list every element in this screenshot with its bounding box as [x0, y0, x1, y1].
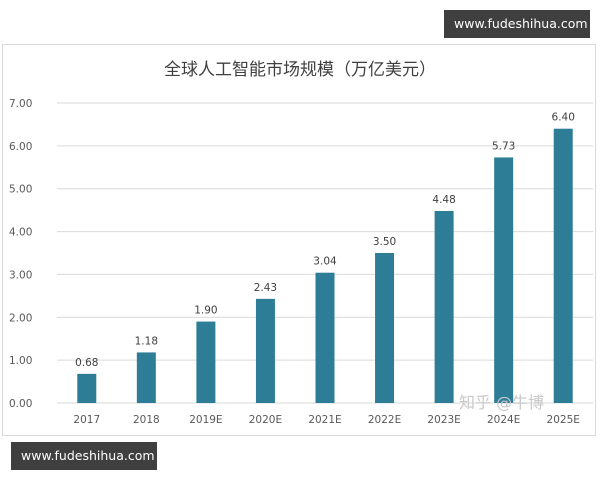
bar: [434, 211, 454, 403]
data-label: 3.04: [313, 256, 337, 268]
data-label: 2.43: [254, 282, 277, 294]
x-tick-label: 2023E: [427, 414, 460, 426]
bar: [375, 253, 395, 403]
data-label: 1.18: [135, 335, 158, 347]
x-tick-label: 2025E: [547, 414, 580, 426]
x-tick-label: 2022E: [368, 414, 401, 426]
y-tick-label: 7.00: [9, 98, 32, 110]
data-label: 6.40: [552, 112, 575, 124]
data-label: 4.48: [432, 194, 455, 206]
bar: [553, 128, 573, 403]
bar: [196, 321, 216, 403]
y-tick-label: 3.00: [9, 269, 32, 281]
x-tick-label: 2017: [73, 414, 100, 426]
chart-frame: 全球人工智能市场规模（万亿美元） 0.00 1.00 2.00 3.00 4.00 5.0…: [2, 44, 596, 436]
bar: [494, 157, 514, 403]
x-tick-label: 2021E: [308, 414, 341, 426]
data-labels: 0.68 1.18 1.90 2.43 3.04 3.50 4.48 5.73 6.40: [75, 112, 575, 369]
y-tick-label: 5.00: [9, 184, 32, 196]
x-tick-label: 2019E: [189, 414, 222, 426]
bar: [255, 298, 275, 403]
watermark-text: 知乎 @牛博: [459, 393, 544, 412]
x-tick-label: 2024E: [487, 414, 520, 426]
data-label: 0.68: [75, 357, 98, 369]
bars: [77, 128, 573, 403]
site-url-badge-top: www.fudeshihua.com: [444, 10, 590, 38]
y-axis-ticks: 0.00 1.00 2.00 3.00 4.00 5.00 6.00 7.00: [9, 98, 32, 410]
chart-title: 全球人工智能市场规模（万亿美元）: [164, 60, 436, 80]
bar: [136, 352, 156, 403]
bar: [77, 373, 97, 403]
y-tick-label: 1.00: [9, 355, 32, 367]
data-label: 5.73: [492, 140, 515, 152]
y-tick-label: 2.00: [9, 312, 32, 324]
x-tick-label: 2018: [133, 414, 160, 426]
data-label: 3.50: [373, 236, 396, 248]
x-tick-label: 2020E: [249, 414, 282, 426]
chart-svg: 全球人工智能市场规模（万亿美元） 0.00 1.00 2.00 3.00 4.00 5.0…: [9, 60, 593, 426]
x-axis-ticks: 2017 2018 2019E 2020E 2021E 2022E 2023E 2024E 20…: [73, 414, 579, 426]
bar: [315, 272, 335, 403]
y-tick-label: 4.00: [9, 227, 32, 239]
y-tick-label: 6.00: [9, 141, 32, 153]
site-url-badge-bottom: www.fudeshihua.com: [11, 442, 157, 470]
y-tick-label: 0.00: [9, 398, 32, 410]
data-label: 1.90: [194, 305, 217, 317]
